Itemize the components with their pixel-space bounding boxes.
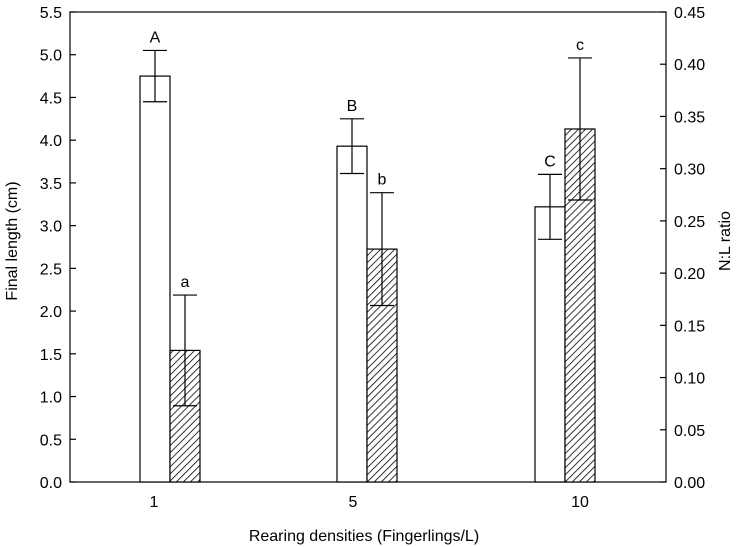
y2-tick-label: 0.40: [674, 57, 705, 74]
x-axis-title: Rearing densities (Fingerlings/L): [249, 528, 479, 545]
y-axis-title: Final length (cm): [4, 181, 21, 300]
y2-tick-label: 0.05: [674, 423, 705, 440]
significance-label: C: [544, 153, 556, 170]
y2-tick-label: 0.35: [674, 109, 705, 126]
y2-tick-label: 0.15: [674, 318, 705, 335]
y2-tick-label: 0.10: [674, 371, 705, 388]
y-tick-label: 3.5: [40, 176, 62, 193]
y-tick-label: 2.5: [40, 261, 62, 278]
y-tick-label: 2.0: [40, 304, 62, 321]
bar-final-length: [534, 206, 566, 483]
significance-label: B: [347, 98, 358, 115]
x-tick-label: 1: [150, 494, 159, 511]
significance-label: a: [181, 274, 190, 291]
significance-label: c: [576, 37, 584, 54]
significance-label: A: [150, 29, 161, 46]
plot-area: 0.0 0.5 1.0 1.5 2.0 2.5 3.0 3.5 4.0 4.5 5.0 5.5 0.00…: [40, 5, 705, 511]
significance-label: b: [378, 172, 387, 189]
x-tick-label: 5: [349, 494, 358, 511]
y-tick-label: 0.0: [40, 475, 62, 492]
bar-final-length: [139, 75, 171, 483]
y-tick-label: 4.5: [40, 90, 62, 107]
y2-tick-label: 0.20: [674, 266, 705, 283]
y-tick-label: 4.0: [40, 133, 62, 150]
y-tick-label: 5.5: [40, 5, 62, 22]
y-tick-label: 5.0: [40, 48, 62, 65]
y2-tick-label: 0.30: [674, 162, 705, 179]
bar-final-length: [336, 145, 368, 483]
y-tick-label: 3.0: [40, 219, 62, 236]
y2-tick-label: 0.25: [674, 214, 705, 231]
y2-axis-title: N:L ratio: [717, 211, 734, 271]
x-tick-label: 10: [571, 494, 589, 511]
y-tick-label: 1.0: [40, 390, 62, 407]
y2-tick-label: 0.45: [674, 5, 705, 22]
y-tick-label: 0.5: [40, 432, 62, 449]
y2-tick-label: 0.00: [674, 475, 705, 492]
y-tick-label: 1.5: [40, 347, 62, 364]
